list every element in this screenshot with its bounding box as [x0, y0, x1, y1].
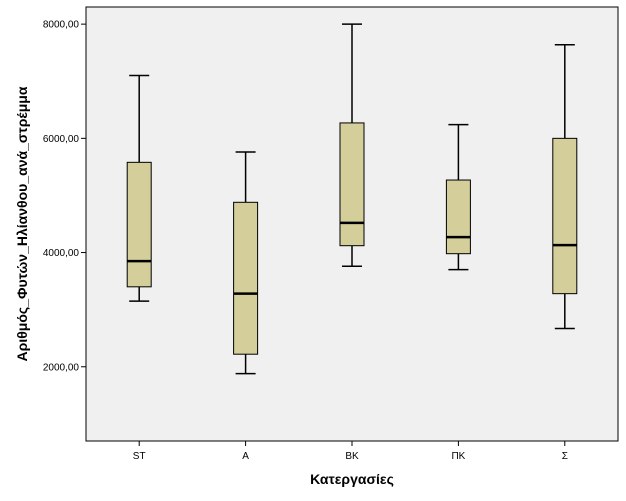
boxes: [126, 23, 578, 375]
x-tick-label: ST: [133, 451, 146, 462]
box-3: [339, 23, 365, 268]
iqr-box: [339, 122, 365, 247]
y-axis-title: Αριθμός_Φυτών_Ηλίανθου_ανά_στρέμμα: [14, 86, 30, 361]
box-2: [233, 151, 259, 375]
iqr-box: [126, 161, 152, 288]
x-axis: ST A BK ΠΚ Σ: [133, 441, 568, 462]
iqr-box: [445, 179, 471, 255]
x-tick-label: BK: [345, 451, 359, 462]
box-4: [445, 123, 471, 271]
y-axis: 2000,00 4000,00 6000,00 8000,00: [43, 20, 86, 373]
x-tick-label: Σ: [562, 451, 568, 462]
y-tick-label: 6000,00: [43, 134, 80, 145]
x-tick-label: ΠΚ: [451, 451, 465, 462]
box-5: [552, 43, 578, 330]
y-tick-label: 4000,00: [43, 248, 80, 259]
y-tick-label: 2000,00: [43, 362, 80, 373]
y-tick-label: 8000,00: [43, 20, 80, 31]
iqr-box: [233, 201, 259, 355]
x-tick-label: A: [242, 451, 249, 462]
box-1: [126, 74, 152, 302]
x-axis-title: Κατεργασίες: [310, 471, 394, 487]
iqr-box: [552, 137, 578, 295]
